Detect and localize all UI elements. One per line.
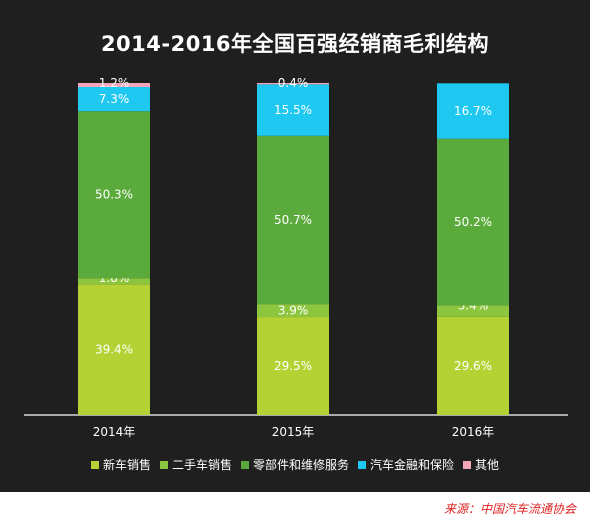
legend-swatch (159, 460, 168, 469)
x-tick-label: 2016年 (452, 425, 495, 439)
data-label: 50.7% (274, 213, 312, 227)
legend-item: 新车销售 (90, 456, 151, 473)
x-tick-label: 2015年 (272, 425, 315, 439)
legend-label: 二手车销售 (171, 458, 232, 472)
bar-segment (257, 83, 329, 85)
legend-item: 零部件和维修服务 (240, 456, 349, 473)
bar-segment (437, 138, 509, 306)
bar-segment (437, 316, 509, 415)
legend-item: 二手车销售 (159, 456, 232, 473)
x-tick-label: 2014年 (93, 425, 136, 439)
bar-segment (78, 111, 150, 279)
legend-item: 其他 (463, 456, 499, 473)
legend-swatch (358, 460, 366, 469)
data-label: 7.3% (99, 92, 130, 106)
data-label: 50.2% (454, 215, 492, 229)
bar-segment (78, 86, 150, 112)
bar-segment (257, 304, 329, 318)
bar-segment (257, 317, 329, 415)
bar-segment (78, 83, 150, 87)
data-label: 29.5% (274, 359, 312, 373)
stacked-bar-chart: 39.4%1.8%50.3%7.3%1.2%2014年29.5%3.9%50.7… (24, 76, 568, 439)
bar-segment (257, 135, 329, 305)
legend-swatch (240, 460, 249, 469)
data-label: 3.9% (278, 304, 309, 318)
data-label: 39.4% (95, 343, 133, 357)
legend-swatch (90, 460, 99, 469)
chart-title: 2014-2016年全国百强经销商毛利结构 (100, 32, 490, 56)
bar-segment (78, 278, 150, 285)
data-label: 29.6% (454, 359, 492, 373)
source-note: 来源：中国汽车流通协会 (443, 502, 576, 516)
legend-label: 新车销售 (102, 458, 151, 472)
data-label: 15.5% (274, 103, 312, 117)
bar-segment (78, 284, 150, 415)
legend-swatch (463, 460, 472, 469)
data-label: 50.3% (95, 188, 133, 202)
legend-label: 汽车金融和保险 (370, 458, 455, 472)
data-label: 1.2% (99, 76, 130, 90)
bar-segment (437, 305, 509, 317)
data-label: 0.4% (278, 76, 309, 90)
chart-legend: 新车销售 二手车销售 零部件和维修服务 汽车金融和保险 其他 (0, 456, 590, 473)
legend-label: 零部件和维修服务 (252, 458, 349, 472)
bar-segment (437, 83, 509, 139)
legend-label: 其他 (475, 458, 500, 472)
data-label: 16.7% (454, 104, 492, 118)
bar-segment (257, 84, 329, 136)
legend-item: 汽车金融和保险 (358, 456, 454, 473)
